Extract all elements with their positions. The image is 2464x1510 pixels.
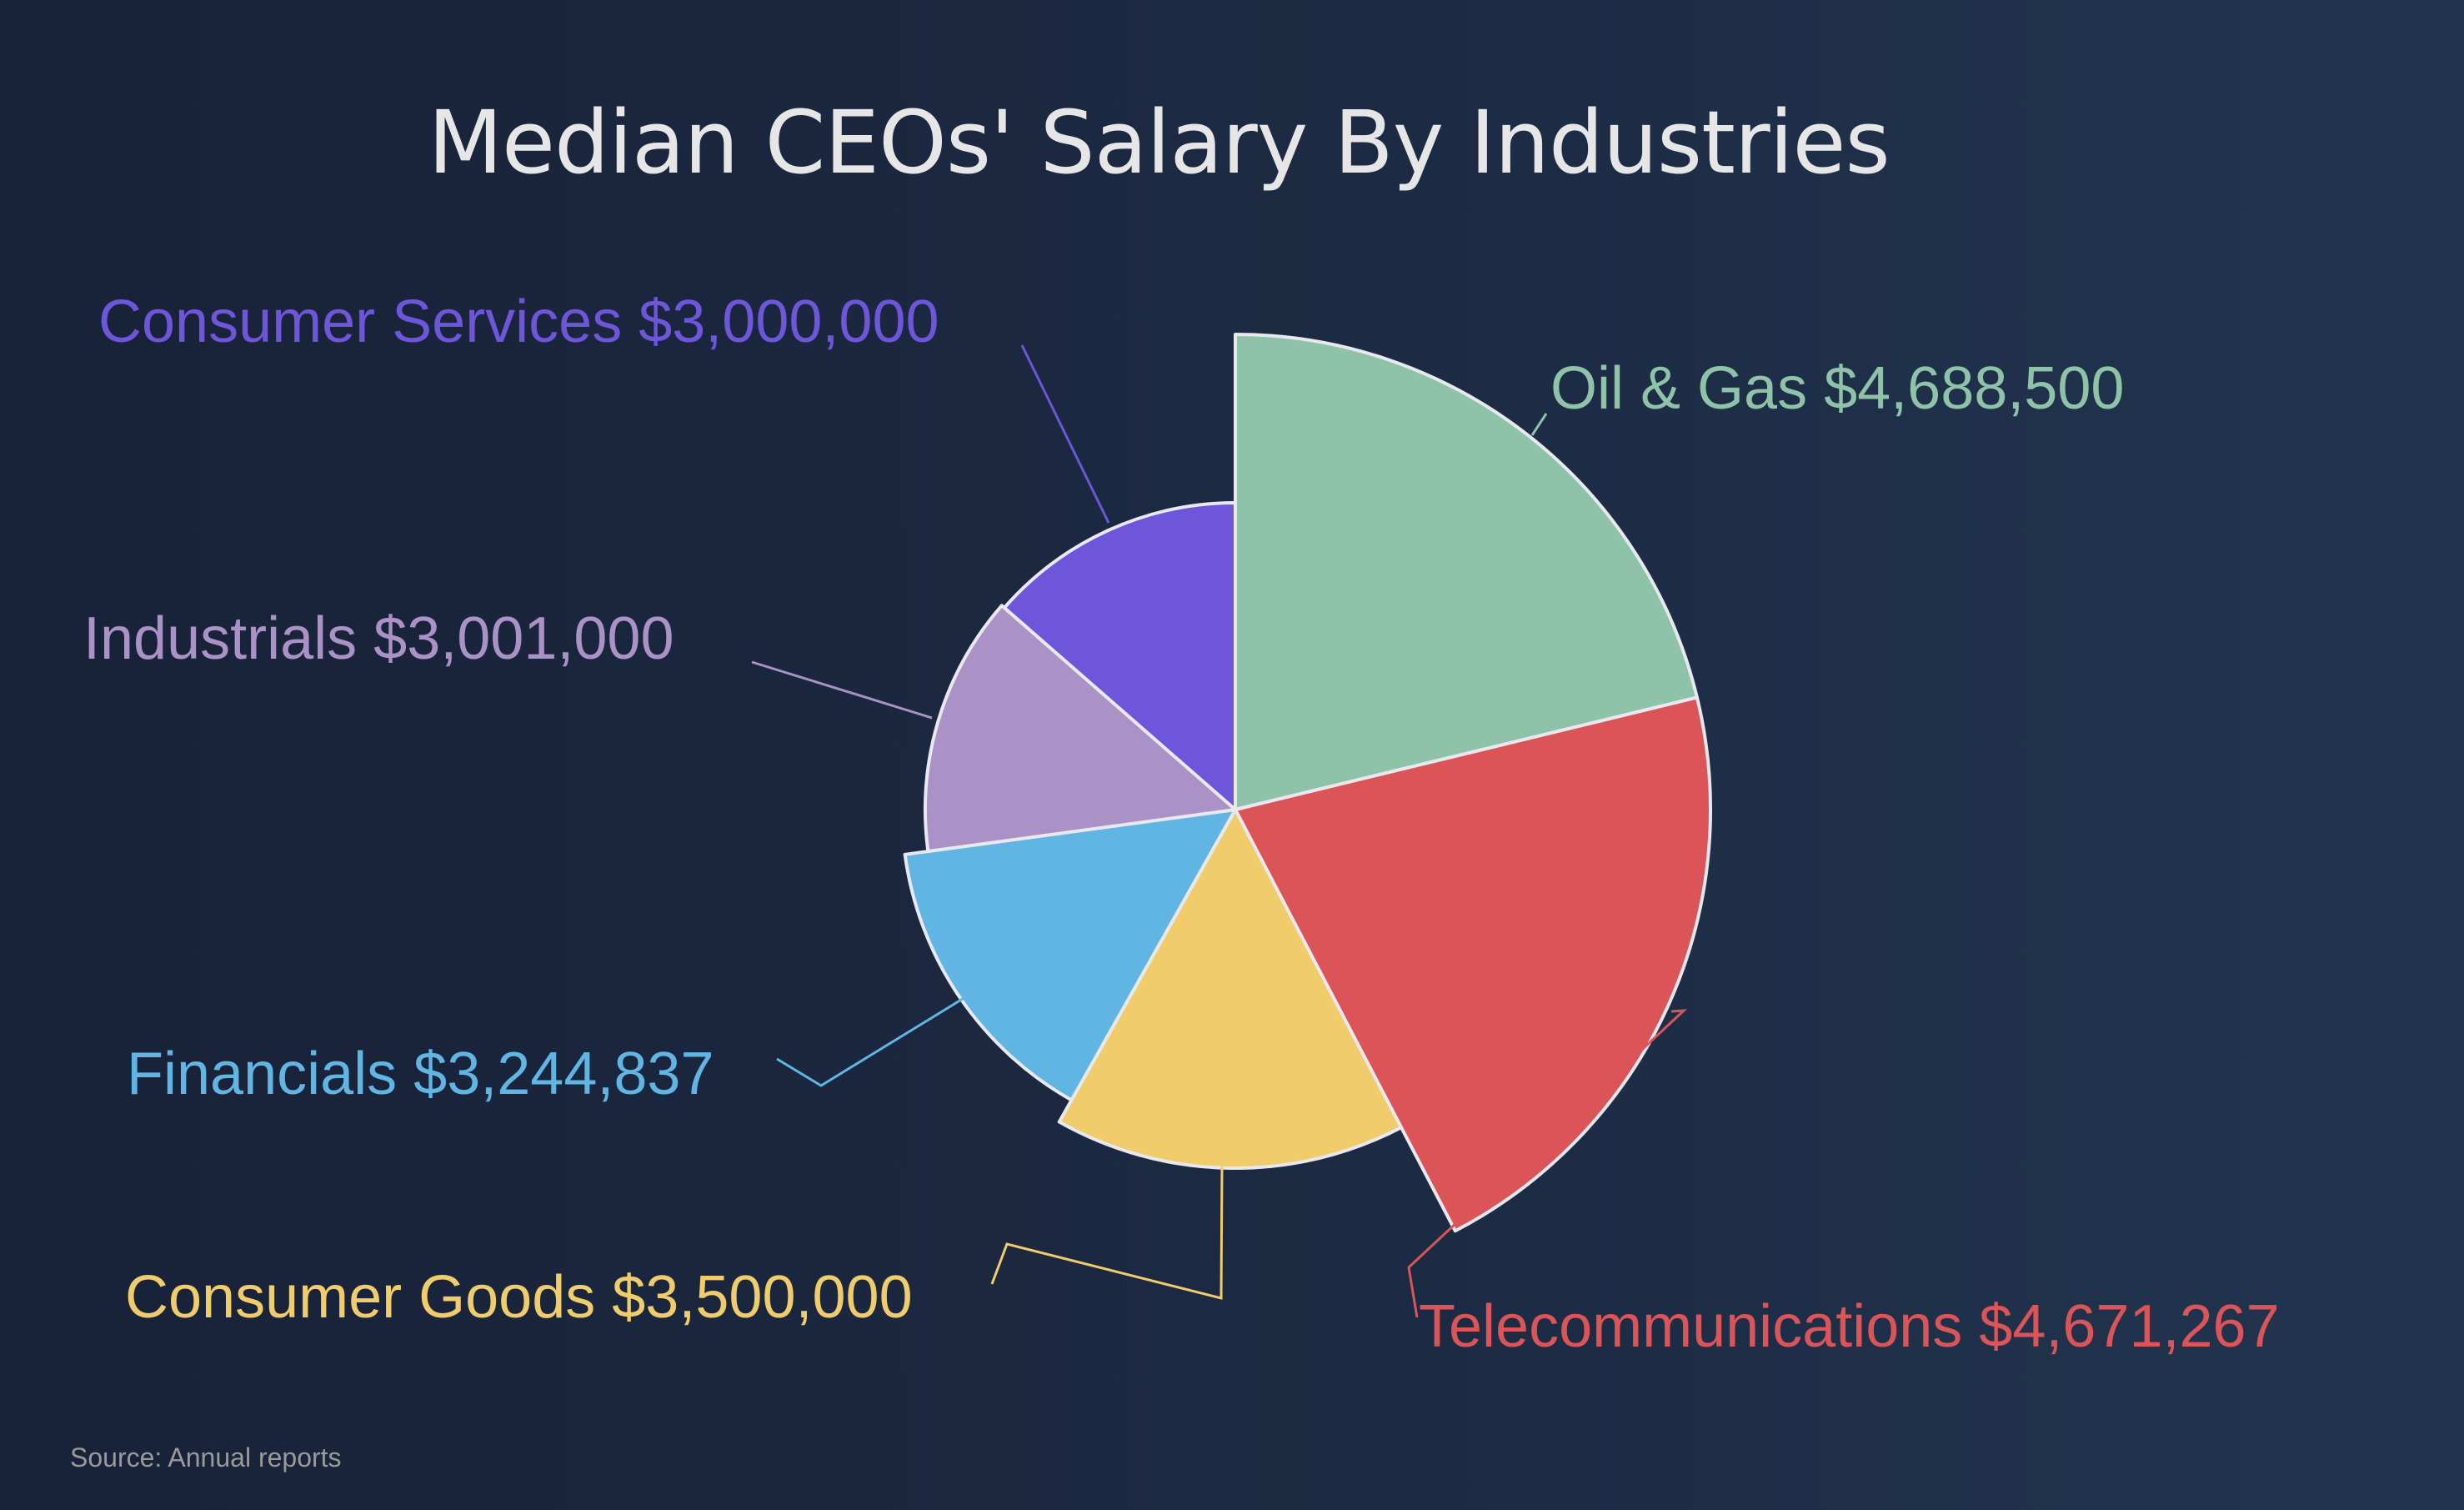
leader-line <box>1407 1009 1688 1318</box>
slice-label: Telecommunications $4,671,267 <box>1419 1293 2280 1360</box>
slice-consumer-goods[interactable] <box>1057 808 1404 1170</box>
slice-label: Consumer Goods $3,500,000 <box>125 1264 913 1331</box>
leader-line <box>1020 344 1110 524</box>
slice-oil-gas[interactable] <box>1234 333 1699 811</box>
slice-label: Industrials $3,001,000 <box>83 605 674 672</box>
slice-label: Consumer Services $3,000,000 <box>98 288 939 355</box>
slice-financials[interactable] <box>903 808 1237 1102</box>
slice-label: Oil & Gas $4,688,500 <box>1550 355 2124 422</box>
leader-line <box>751 660 933 720</box>
source-note: Source: Annual reports <box>70 1442 342 1472</box>
leader-line <box>776 996 966 1087</box>
slice-labels: Oil & Gas $4,688,500 Telecommunications $… <box>83 288 2280 1360</box>
leader-line <box>1530 413 1548 436</box>
slice-label: Financials $3,244,837 <box>127 1041 714 1107</box>
leader-lines <box>751 344 1688 1318</box>
slice-industrials[interactable] <box>924 604 1237 854</box>
chart-title: Median CEOs' Salary By Industries <box>428 92 1890 193</box>
leader-line <box>990 1166 1224 1300</box>
pie-slices <box>903 333 1712 1233</box>
slice-consumer-services[interactable] <box>1002 501 1237 811</box>
